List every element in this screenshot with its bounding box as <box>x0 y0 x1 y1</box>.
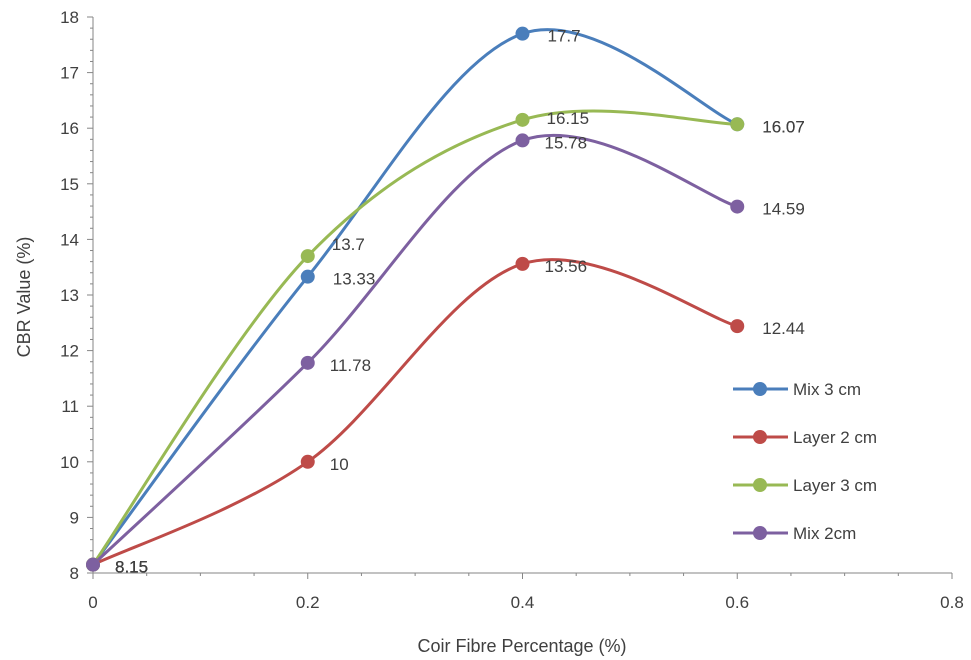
data-point <box>730 319 745 334</box>
data-point <box>515 133 530 148</box>
data-label: 8.15 <box>115 558 148 577</box>
x-tick-label: 0 <box>88 593 97 612</box>
data-label: 13.7 <box>332 235 365 254</box>
legend-label: Layer 2 cm <box>793 428 877 447</box>
data-label: 15.78 <box>545 133 588 152</box>
data-label: 16.07 <box>762 117 805 136</box>
y-axis-title: CBR Value (%) <box>14 237 34 358</box>
x-tick-label: 0.6 <box>725 593 749 612</box>
series-line <box>91 133 738 566</box>
legend-label: Layer 3 cm <box>793 476 877 495</box>
data-point <box>730 117 745 132</box>
x-tick-label: 0.8 <box>940 593 964 612</box>
y-tick-label: 17 <box>60 64 79 83</box>
legend-marker <box>753 382 767 396</box>
y-tick-label: 10 <box>60 453 79 472</box>
data-label: 13.33 <box>333 270 376 289</box>
legend-marker <box>753 526 767 540</box>
data-point <box>300 269 315 284</box>
axes: 8 9 10 11 12 13 14 15 16 17 18 0 0.2 0.4 0.6 0.8 <box>60 8 964 612</box>
legend-marker <box>753 430 767 444</box>
y-tick-label: 18 <box>60 8 79 27</box>
y-tick-label: 8 <box>70 564 79 583</box>
y-tick-label: 11 <box>61 397 79 416</box>
data-label: 11.78 <box>330 356 371 375</box>
data-point <box>515 112 530 127</box>
series-line <box>91 28 738 566</box>
data-point <box>515 256 530 271</box>
data-point <box>300 249 315 264</box>
legend-label: Mix 2cm <box>793 524 856 543</box>
data-label: 8.15 <box>115 558 148 577</box>
series-lines <box>91 28 738 567</box>
y-tick-label: 14 <box>60 230 79 249</box>
data-point <box>86 557 100 572</box>
data-label: 13.56 <box>545 257 588 276</box>
data-point <box>300 454 315 469</box>
y-tick-label: 13 <box>60 286 79 305</box>
data-point <box>730 199 745 214</box>
y-tick-label: 16 <box>60 119 79 138</box>
y-tick-label: 12 <box>60 342 79 361</box>
data-point <box>300 355 315 370</box>
y-tick-label: 9 <box>70 508 79 527</box>
data-label: 14.59 <box>762 200 805 219</box>
data-point <box>515 26 530 41</box>
data-label: 8.15 <box>115 558 148 577</box>
data-label: 16.07 <box>762 117 805 136</box>
data-label: 12.44 <box>762 319 805 338</box>
series-line <box>91 109 738 566</box>
data-label: 10 <box>330 455 349 474</box>
x-axis-title: Coir Fibre Percentage (%) <box>417 636 626 656</box>
data-label: 16.15 <box>547 109 590 128</box>
legend-label: Mix 3 cm <box>793 380 861 399</box>
data-label: 17.7 <box>548 27 581 46</box>
series-line <box>92 258 738 567</box>
legend: Mix 3 cm Layer 2 cm Layer 3 cm Mix 2cm <box>733 380 877 543</box>
x-tick-label: 0.2 <box>296 593 320 612</box>
data-label: 8.15 <box>115 558 148 577</box>
series-markers <box>86 26 745 572</box>
data-labels: 8.1513.3317.716.078.151013.5612.448.1513… <box>115 27 805 577</box>
x-tick-label: 0.4 <box>511 593 535 612</box>
legend-marker <box>753 478 767 492</box>
y-tick-label: 15 <box>60 175 79 194</box>
